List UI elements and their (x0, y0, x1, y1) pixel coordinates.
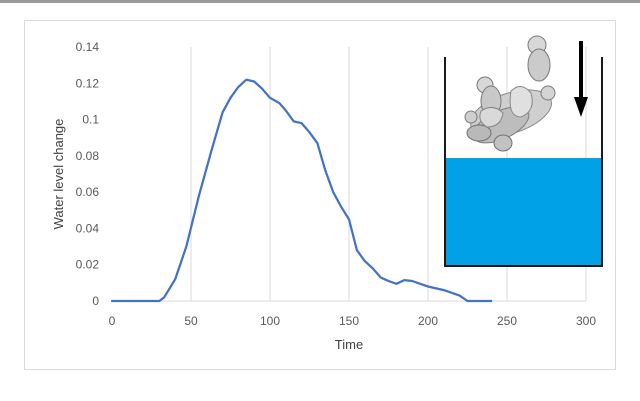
x-tick-label: 300 (576, 314, 596, 328)
water-fill (445, 158, 602, 266)
y-tick-label: 0.04 (76, 221, 100, 235)
y-tick-label: 0 (92, 294, 99, 308)
y-tick-label: 0.06 (76, 185, 100, 199)
y-tick-labels: 0 0.02 0.04 0.06 0.08 0.1 0.12 0.14 (76, 40, 100, 308)
chart-frame: 0 0.02 0.04 0.06 0.08 0.1 0.12 0.14 0 50 100 150 20… (24, 20, 616, 370)
top-rule (0, 0, 640, 3)
x-tick-label: 0 (109, 314, 116, 328)
y-tick-label: 0.02 (76, 258, 100, 272)
line-chart: 0 0.02 0.04 0.06 0.08 0.1 0.12 0.14 0 50 100 150 20… (51, 35, 603, 352)
series-group (110, 78, 493, 303)
x-tick-labels: 0 50 100 150 200 250 300 (109, 314, 597, 328)
x-tick-label: 100 (260, 314, 280, 328)
x-tick-label: 50 (184, 314, 198, 328)
x-tick-label: 200 (418, 314, 438, 328)
y-axis-title: Water level change (51, 119, 66, 230)
inset-illustration (444, 35, 603, 267)
y-tick-label: 0.08 (76, 149, 100, 163)
y-tick-label: 0.14 (76, 40, 100, 54)
x-tick-label: 150 (339, 314, 359, 328)
y-tick-label: 0.12 (76, 76, 100, 90)
y-tick-label: 0.1 (82, 113, 99, 127)
series-line-0 (110, 78, 493, 303)
down-arrow-icon (574, 41, 588, 117)
figurine-statue-icon (464, 35, 556, 152)
container-outline (444, 57, 603, 267)
x-axis-title: Time (335, 337, 363, 352)
x-tick-label: 250 (497, 314, 517, 328)
